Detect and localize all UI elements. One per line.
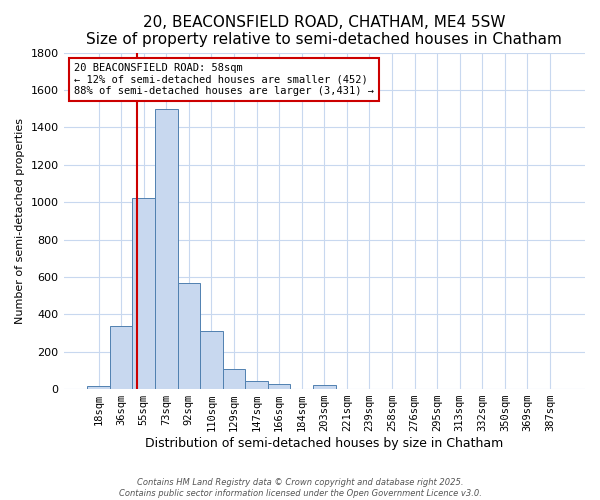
Bar [223, 368, 245, 389]
Title: 20, BEACONSFIELD ROAD, CHATHAM, ME4 5SW
Size of property relative to semi-detach: 20, BEACONSFIELD ROAD, CHATHAM, ME4 5SW … [86, 15, 562, 48]
Text: 20 BEACONSFIELD ROAD: 58sqm
← 12% of semi-detached houses are smaller (452)
88% : 20 BEACONSFIELD ROAD: 58sqm ← 12% of sem… [74, 63, 374, 96]
Y-axis label: Number of semi-detached properties: Number of semi-detached properties [15, 118, 25, 324]
X-axis label: Distribution of semi-detached houses by size in Chatham: Distribution of semi-detached houses by … [145, 437, 503, 450]
Bar [245, 380, 268, 389]
Text: Contains HM Land Registry data © Crown copyright and database right 2025.
Contai: Contains HM Land Registry data © Crown c… [119, 478, 481, 498]
Bar [313, 386, 335, 389]
Bar [133, 198, 155, 389]
Bar [110, 326, 133, 389]
Bar [155, 109, 178, 389]
Bar [268, 384, 290, 389]
Bar [87, 386, 110, 389]
Bar [200, 331, 223, 389]
Bar [178, 282, 200, 389]
